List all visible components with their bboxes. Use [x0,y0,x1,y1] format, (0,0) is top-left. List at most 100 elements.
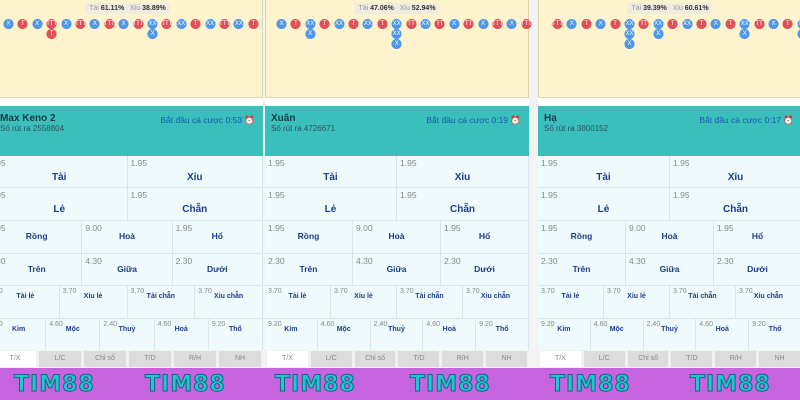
bet-option[interactable]: 4.30 Giữa [626,254,714,285]
bet-option[interactable]: 1.95 Hổ [441,221,529,253]
bet-option[interactable]: 1.95 Rồng [0,221,83,253]
bet-option[interactable]: 2.40 Thuỷ [371,319,424,350]
tab-0[interactable]: T/X [540,351,581,367]
bet-option[interactable]: 1.95 Hổ [714,221,800,253]
watermark-logo: TIM88 [550,372,631,398]
bet-option[interactable]: 1.95 Xỉu [397,156,529,187]
tab-4[interactable]: R/H [715,351,757,367]
bet-option[interactable]: 2.40 Thuỷ [644,319,697,350]
bet-option[interactable]: 3.70 Tài lẻ [538,286,604,318]
tab-3[interactable]: T/D [671,351,713,367]
bet-option[interactable]: 4.60 Mộc [318,319,371,350]
bet-option[interactable]: 9.00 Hoà [82,221,173,253]
xiu-bead-column: X [477,19,489,29]
tab-1[interactable]: L/C [583,351,625,367]
bet-option[interactable]: 4.60 Mộc [591,319,644,350]
tab-2[interactable]: Chỉ số [627,351,669,367]
tab-1[interactable]: L/C [39,351,81,367]
tab-4[interactable]: R/H [442,351,484,367]
bet-option[interactable]: 4.30 Giữa [353,254,441,285]
bet-option[interactable]: 4.60 Hoả [155,319,209,350]
bet-option[interactable]: 1.95 Chẵn [397,188,529,220]
bead-road: Tài 39.39% Xỉu 60.61% TTT X T X T XXXXX TT XXX T X… [538,0,800,98]
bet-option[interactable]: 1.95 Hổ [173,221,263,253]
bet-option[interactable]: 3.70 Xỉu chẵn [195,286,263,318]
bet-option[interactable]: 9.00 Hoà [626,221,714,253]
bet-option[interactable]: 2.30 Trên [265,254,353,285]
odds: 1.95 [268,223,285,233]
bet-label: Trên [572,264,591,274]
bet-option[interactable]: 1.95 Lẻ [538,188,670,220]
bet-option[interactable]: 9.20 Thổ [476,319,529,350]
watermark-logo: TIM88 [410,372,491,398]
bet-option[interactable]: 3.70 Xỉu chẵn [463,286,529,318]
bet-option[interactable]: 2.30 Trên [0,254,83,285]
bet-option[interactable]: 2.30 Dưới [173,254,263,285]
bet-option[interactable]: 3.70 Tài chẵn [397,286,463,318]
bet-option[interactable]: 9.00 Hoà [353,221,441,253]
bet-label: Giữa [117,264,137,274]
bet-label: Trên [27,264,46,274]
tab-bar: T/X L/C Chỉ số T/D R/H NH [538,350,800,368]
bet-option[interactable]: 1.95 Chẵn [128,188,263,220]
ratio-stat: Tài 47.06% Xỉu 52.94% [354,3,440,14]
bet-option[interactable]: 3.70 Tài lẻ [0,286,60,318]
bet-option[interactable]: 1.95 Lẻ [265,188,397,220]
tab-2[interactable]: Chỉ số [84,351,126,367]
bet-option[interactable]: 1.95 Rồng [265,221,353,253]
draw-number: Số rút ra 3800152 [544,124,609,133]
bet-label: Giữa [659,264,680,274]
bet-option[interactable]: 3.70 Xỉu lẻ [60,286,128,318]
bet-option[interactable]: 4.60 Mộc [46,319,101,350]
bet-option[interactable]: 1.95 Lẻ [0,188,128,220]
game-header: Hạ Số rút ra 3800152 Bắt đầu cá cược 0:1… [538,106,800,156]
bet-option[interactable]: 1.95 Xỉu [670,156,800,187]
bet-option[interactable]: 3.70 Tài chẵn [670,286,736,318]
bet-option[interactable]: 1.95 Tài [0,156,128,187]
tab-5[interactable]: NH [759,351,800,367]
bet-option[interactable]: 3.70 Xỉu lẻ [604,286,670,318]
odds: 1.95 [175,223,193,233]
tab-2[interactable]: Chỉ số [354,351,396,367]
bet-label: Kim [11,326,26,333]
bet-option[interactable]: 1.95 Xỉu [128,156,263,187]
bet-option[interactable]: 9.20 Thổ [749,319,800,350]
bet-option[interactable]: 4.60 Hoả [423,319,477,350]
tab-4[interactable]: R/H [174,351,216,367]
bet-label: Tài [323,172,338,183]
bet-label: Tài lẻ [16,293,35,300]
bet-option[interactable]: 2.30 Dưới [441,254,529,285]
tab-5[interactable]: NH [219,351,261,367]
tai-bead-column: TTT [219,19,230,29]
tab-0[interactable]: T/X [267,351,308,367]
bet-option[interactable]: 4.60 Hoả [696,319,750,350]
tab-5[interactable]: NH [486,351,527,367]
odds: 4.60 [320,321,335,328]
bet-row: 1.95 Tài 1.95 Xỉu [0,156,263,188]
bet-option[interactable]: 3.70 Xỉu chẵn [736,286,800,318]
tab-3[interactable]: T/D [129,351,171,367]
bet-option[interactable]: 2.30 Trên [538,254,626,285]
xiu-bead-column: XXX [739,19,751,39]
tai-bead-column: T [348,19,359,29]
bet-row: 2.30 Trên 4.30 Giữa 2.30 Dưới [265,254,529,286]
bet-label: Kim [557,326,571,333]
bet-option[interactable]: 3.70 Tài lẻ [265,286,331,318]
bet-option[interactable]: 1.95 Tài [265,156,397,187]
bet-option[interactable]: 4.30 Giữa [82,254,173,285]
tab-1[interactable]: L/C [310,351,352,367]
bet-option[interactable]: 2.30 Dưới [714,254,800,285]
bet-option[interactable]: 2.40 Thuỷ [100,319,155,350]
bet-option[interactable]: 9.20 Thổ [209,319,264,350]
tab-3[interactable]: T/D [398,351,440,367]
bet-option[interactable]: 3.70 Tài chẵn [128,286,196,318]
bet-option[interactable]: 1.95 Tài [538,156,670,187]
tab-0[interactable]: T/X [0,351,36,367]
bet-option[interactable]: 3.70 Xỉu lẻ [331,286,397,318]
bet-option[interactable]: 1.95 Chẵn [670,188,800,220]
tai-bead-column: TTT [161,19,173,29]
bet-option[interactable]: 1.95 Rồng [538,221,626,253]
